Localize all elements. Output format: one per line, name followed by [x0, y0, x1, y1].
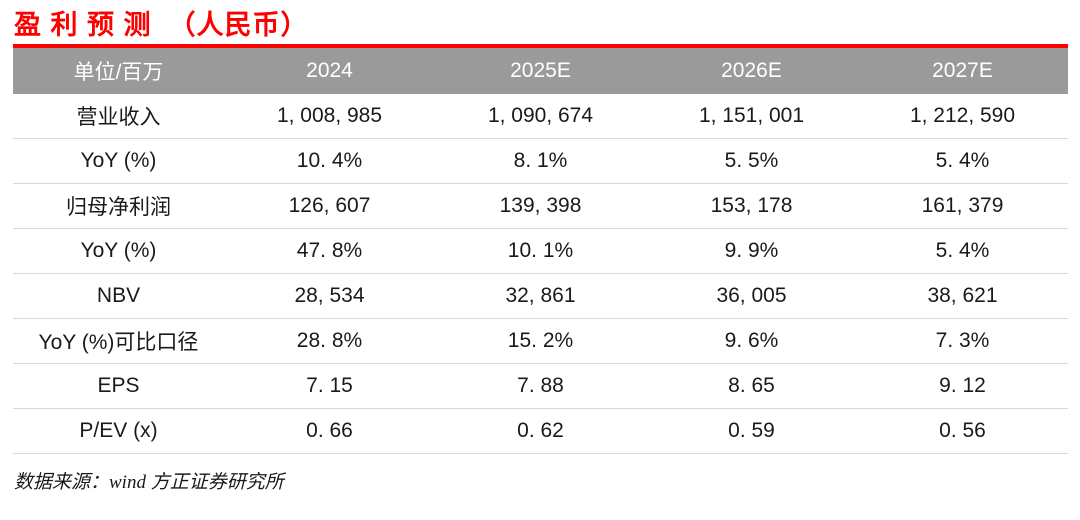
profit-forecast-table: 单位/百万 2024 2025E 2026E 2027E 营业收入 1, 008…	[13, 44, 1068, 454]
cell-value: 7. 3%	[935, 329, 990, 352]
row-label: P/EV (x)	[79, 419, 158, 442]
row-label: 归母净利润	[66, 196, 171, 219]
cell-value: 28, 534	[294, 284, 365, 307]
header-cell-2026e: 2026E	[721, 59, 782, 82]
row-label: EPS	[97, 374, 140, 397]
cell-value: 8. 65	[728, 374, 775, 397]
cell-value: 8. 1%	[513, 149, 568, 172]
cell-value: 153, 178	[710, 194, 793, 217]
header-cell-unit: 单位/百万	[73, 61, 164, 84]
table-row-net-profit: 归母净利润 126, 607 139, 398 153, 178 161, 37…	[13, 184, 1068, 229]
cell-value: 1, 212, 590	[909, 104, 1016, 127]
cell-value: 161, 379	[921, 194, 1004, 217]
cell-value: 32, 861	[505, 284, 576, 307]
cell-value: 0. 59	[728, 419, 775, 442]
table-row-net-profit-yoy: YoY (%) 47. 8% 10. 1% 9. 9% 5. 4%	[13, 229, 1068, 274]
cell-value: 28. 8%	[296, 329, 363, 352]
row-label: YoY (%)可比口径	[38, 331, 199, 354]
table-row-nbv-yoy-comparable: YoY (%)可比口径 28. 8% 15. 2% 9. 6% 7. 3%	[13, 319, 1068, 364]
cell-value: 15. 2%	[507, 329, 574, 352]
header-cell-2025e: 2025E	[510, 59, 571, 82]
cell-value: 1, 090, 674	[487, 104, 594, 127]
cell-value: 36, 005	[716, 284, 787, 307]
table-row-p-ev: P/EV (x) 0. 66 0. 62 0. 59 0. 56	[13, 409, 1068, 454]
cell-value: 10. 4%	[296, 149, 363, 172]
cell-value: 9. 6%	[724, 329, 779, 352]
table-row-nbv: NBV 28, 534 32, 861 36, 005 38, 621	[13, 274, 1068, 319]
cell-value: 0. 66	[306, 419, 353, 442]
cell-value: 9. 9%	[724, 239, 779, 262]
cell-value: 0. 56	[939, 419, 986, 442]
header-cell-2027e: 2027E	[932, 59, 993, 82]
data-source-note: 数据来源：wind 方正证券研究所	[14, 472, 284, 493]
table-row-revenue-yoy: YoY (%) 10. 4% 8. 1% 5. 5% 5. 4%	[13, 139, 1068, 184]
cell-value: 126, 607	[288, 194, 371, 217]
table-row-eps: EPS 7. 15 7. 88 8. 65 9. 12	[13, 364, 1068, 409]
cell-value: 5. 5%	[724, 149, 779, 172]
table-row-revenue: 营业收入 1, 008, 985 1, 090, 674 1, 151, 001…	[13, 94, 1068, 139]
cell-value: 9. 12	[939, 374, 986, 397]
page-title: 盈 利 预 测 （人民币）	[14, 10, 309, 40]
cell-value: 38, 621	[927, 284, 998, 307]
red-accent-line	[13, 44, 1068, 48]
cell-value: 5. 4%	[935, 239, 990, 262]
cell-value: 7. 15	[306, 374, 353, 397]
table-header-row: 单位/百万 2024 2025E 2026E 2027E	[13, 48, 1068, 94]
row-label: YoY (%)	[80, 149, 157, 172]
cell-value: 7. 88	[517, 374, 564, 397]
cell-value: 5. 4%	[935, 149, 990, 172]
cell-value: 139, 398	[499, 194, 582, 217]
header-cell-2024: 2024	[306, 59, 353, 82]
cell-value: 47. 8%	[296, 239, 363, 262]
cell-value: 0. 62	[517, 419, 564, 442]
cell-value: 10. 1%	[507, 239, 574, 262]
row-label: NBV	[96, 284, 141, 307]
row-label: 营业收入	[76, 106, 161, 129]
cell-value: 1, 151, 001	[698, 104, 805, 127]
cell-value: 1, 008, 985	[276, 104, 383, 127]
row-label: YoY (%)	[80, 239, 157, 262]
